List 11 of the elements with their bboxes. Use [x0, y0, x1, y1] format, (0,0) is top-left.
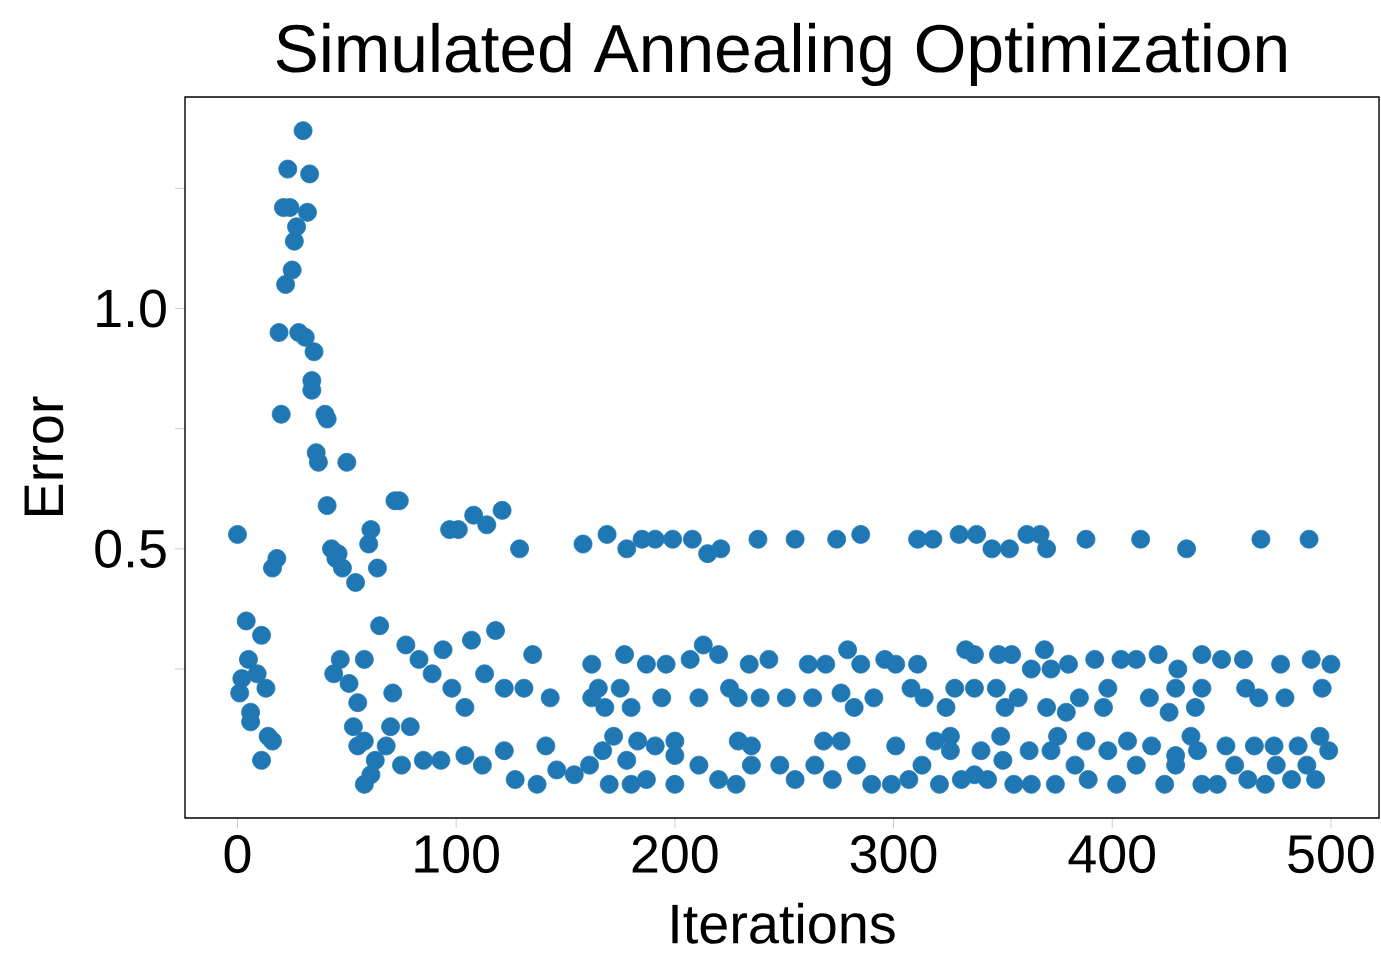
y-tick-label: 1.0 — [97, 289, 166, 328]
x-tick-label: 200 — [632, 835, 718, 874]
y-axis-title: Error — [24, 396, 64, 515]
x-tick-label: 100 — [415, 835, 499, 874]
y-tick-label: 0.5 — [95, 529, 166, 568]
x-axis-title: Iterations — [672, 902, 895, 944]
x-tick-label: 500 — [1288, 835, 1374, 874]
chart-title: Simulated Annealing Optimization — [276, 22, 1286, 86]
x-tick-label: 400 — [1068, 835, 1155, 874]
x-tick-label: 0 — [224, 835, 251, 874]
x-tick-label: 300 — [850, 835, 937, 874]
